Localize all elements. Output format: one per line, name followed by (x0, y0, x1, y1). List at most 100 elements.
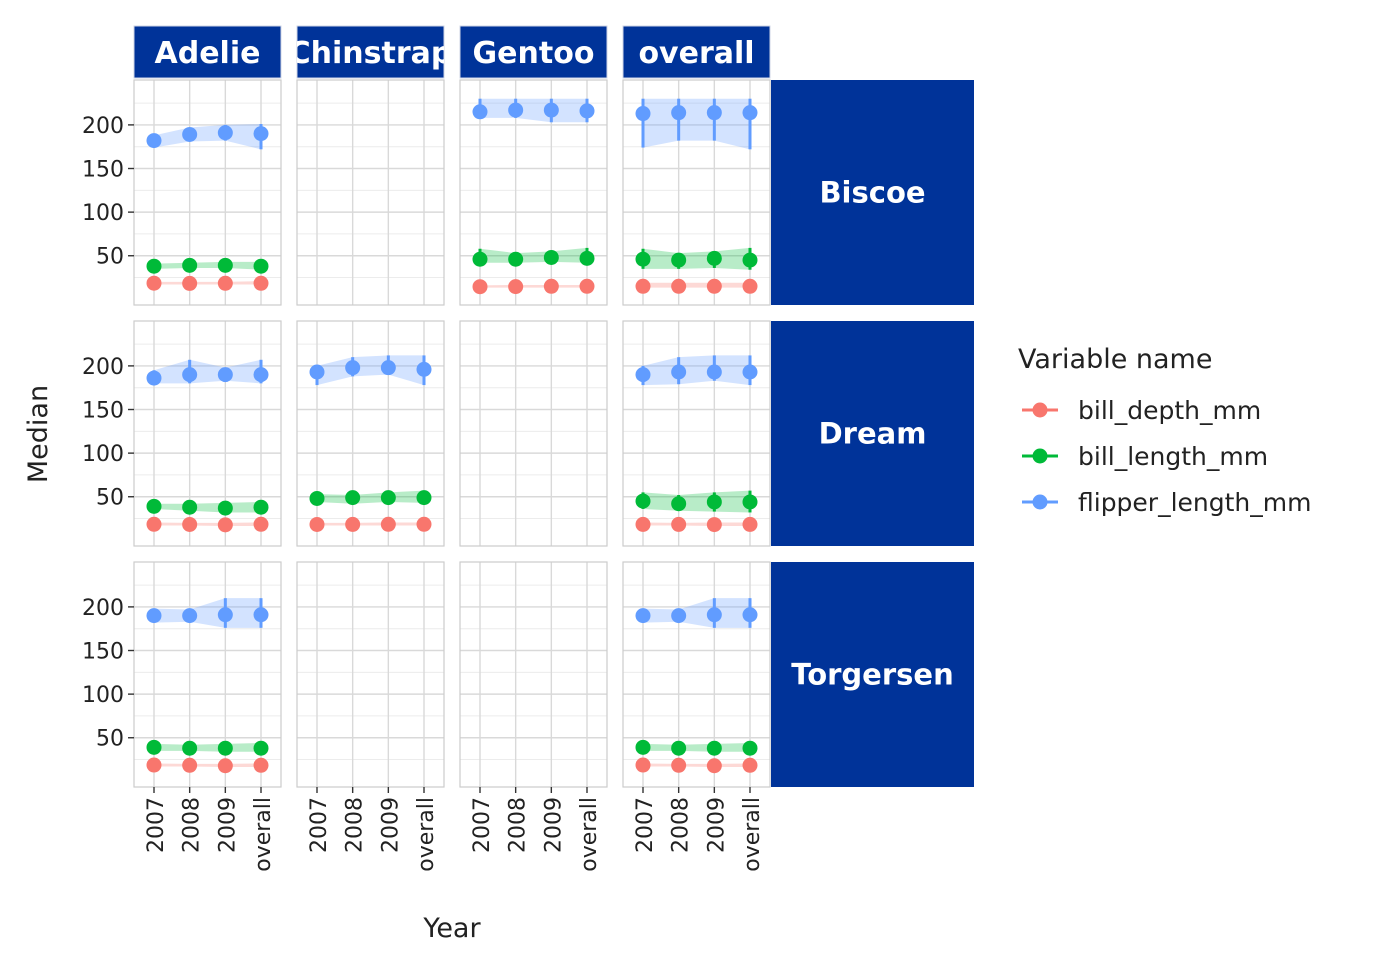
row-strip-label: Dream (819, 417, 927, 451)
range-ribbon (154, 598, 261, 628)
median-point (146, 739, 162, 755)
y-tick-label: 200 (82, 596, 124, 621)
median-point (543, 278, 559, 294)
legend-key-point (1032, 402, 1048, 418)
x-axis-chinstrap: 2007 2008 2009 overall (307, 787, 439, 872)
median-point (635, 278, 651, 294)
x-tick-label: 2009 (215, 797, 240, 853)
x-tick-label: overall (251, 797, 276, 872)
column-strips: Adelie Chinstrap Gentoo overall (133, 25, 771, 79)
median-point (146, 498, 162, 514)
median-point (253, 367, 269, 383)
x-tick-label: 2008 (506, 797, 531, 853)
median-point (182, 275, 198, 291)
median-point (217, 257, 233, 273)
median-point (635, 739, 651, 755)
median-point (671, 496, 687, 512)
panel-background (460, 321, 607, 546)
y-tick-label: 200 (82, 355, 124, 380)
row-strip-dream (771, 321, 974, 546)
legend: Variable name bill_depth_mm bill_length_m… (1018, 344, 1311, 517)
legend-title: Variable name (1018, 344, 1212, 375)
series-bill-depth-mm (635, 278, 758, 294)
median-point (345, 490, 361, 506)
median-point (635, 367, 651, 383)
median-point (380, 490, 396, 506)
median-point (416, 490, 432, 506)
median-point (706, 494, 722, 510)
series-bill-depth-mm (146, 275, 269, 291)
x-tick-label: 2007 (144, 797, 169, 853)
median-point (253, 757, 269, 773)
legend-key-point (1032, 448, 1048, 464)
median-point (635, 493, 651, 509)
median-point (217, 517, 233, 533)
median-point (182, 757, 198, 773)
panel-border (459, 79, 608, 306)
median-point (416, 361, 432, 377)
median-point (182, 740, 198, 756)
y-axis-torgersen: 50 100 150 200 (82, 596, 134, 752)
series-flipper-length-mm (472, 98, 595, 123)
column-strip-label: overall (638, 36, 754, 71)
median-point (472, 104, 488, 120)
series-bill-length-mm (146, 257, 269, 274)
y-tick-label: 50 (96, 727, 124, 752)
y-tick-label: 100 (82, 442, 124, 467)
median-point (217, 275, 233, 291)
series-bill-length-mm (635, 739, 758, 756)
range-ribbon (643, 522, 750, 526)
median-point (706, 607, 722, 623)
median-point (742, 364, 758, 380)
median-point (706, 278, 722, 294)
range-ribbon (317, 355, 424, 386)
x-tick-label: overall (577, 797, 602, 872)
median-point (543, 102, 559, 118)
range-ribbon (480, 98, 587, 123)
x-tick-label: 2008 (669, 797, 694, 853)
range-ribbon (643, 490, 750, 513)
y-axis-biscoe: 50 100 150 200 (82, 114, 134, 270)
median-point (380, 360, 396, 376)
y-axis-title: Median (23, 385, 54, 483)
panel-background (623, 321, 770, 546)
median-point (309, 490, 325, 506)
median-point (635, 251, 651, 267)
median-point (253, 740, 269, 756)
range-ribbon (643, 98, 750, 150)
median-point (671, 516, 687, 532)
median-point (309, 516, 325, 532)
column-strip-chinstrap (296, 25, 445, 79)
median-point (671, 608, 687, 624)
x-tick-label: 2009 (704, 797, 729, 853)
median-point (253, 499, 269, 515)
row-strip-biscoe (771, 80, 974, 305)
median-point (742, 516, 758, 532)
row-strip-label: Biscoe (819, 176, 925, 210)
median-point (472, 279, 488, 295)
y-tick-label: 50 (96, 486, 124, 511)
median-point (416, 516, 432, 532)
y-tick-label: 100 (82, 201, 124, 226)
x-tick-label: 2008 (343, 797, 368, 853)
series-bill-length-mm (309, 490, 432, 506)
row-strip-torgersen (771, 562, 974, 787)
median-point (706, 740, 722, 756)
median-point (671, 278, 687, 294)
series-flipper-length-mm (635, 355, 758, 386)
median-point (671, 757, 687, 773)
legend-item-bill-depth-mm: bill_depth_mm (1022, 396, 1261, 425)
median-point (706, 517, 722, 533)
median-point (706, 758, 722, 774)
column-strip-overall (622, 25, 771, 79)
column-strip-label: Chinstrap (289, 36, 453, 71)
median-point (217, 500, 233, 516)
panel-data (146, 598, 269, 774)
series-flipper-length-mm (635, 98, 758, 150)
range-ribbon (643, 742, 750, 752)
range-ribbon (643, 355, 750, 386)
median-point (635, 757, 651, 773)
median-point (309, 364, 325, 380)
x-tick-label: 2007 (633, 797, 658, 853)
legend-label: bill_depth_mm (1078, 396, 1261, 425)
